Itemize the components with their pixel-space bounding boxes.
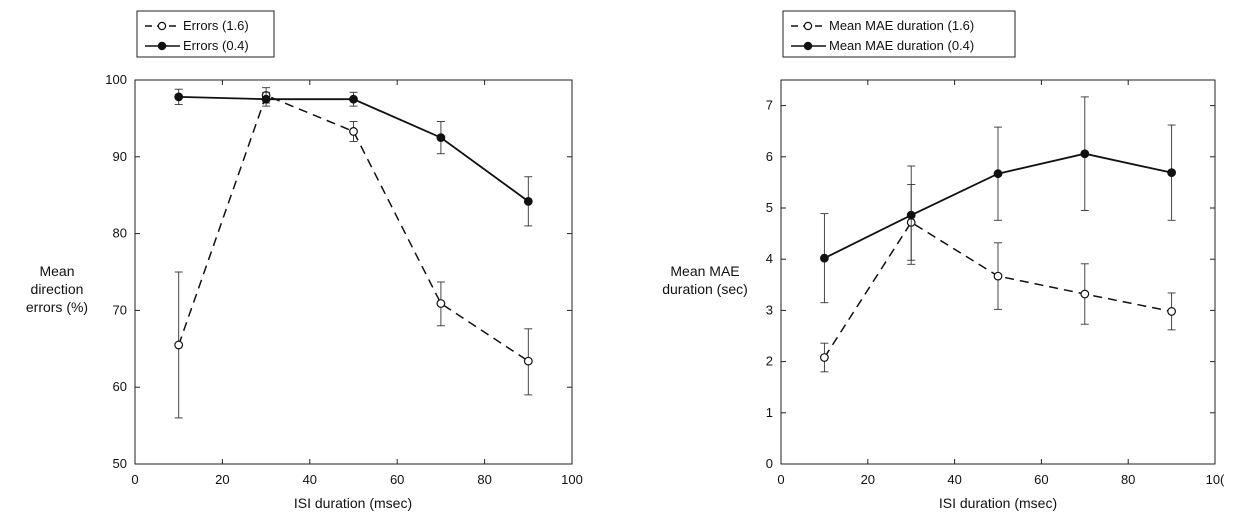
chart-right-y-tick-label: 0 xyxy=(766,456,773,471)
chart-left-series-1-point xyxy=(436,299,446,308)
chart-right-y-tick-label: 4 xyxy=(766,251,773,266)
chart-right-y-tick-label: 7 xyxy=(766,98,773,113)
chart-left-y-tick-label: 60 xyxy=(113,379,127,394)
chart-left-series-2-point xyxy=(349,94,358,104)
chart-right-legend: Mean MAE duration (1.6) Mean MAE duratio… xyxy=(782,10,1016,58)
chart-left-x-tick-label: 100 xyxy=(561,472,583,487)
chart-left-series-2-line xyxy=(178,95,529,203)
chart-left-legend: Errors (1.6) Errors (0.4) xyxy=(136,10,275,58)
chart-left-y-tick-label: 80 xyxy=(113,226,127,241)
chart-left-series-1-point xyxy=(174,340,184,350)
chart-left-legend-label-2: Errors (0.4) xyxy=(183,38,249,53)
chart-left-y-tick-label: 50 xyxy=(113,456,127,471)
chart-left-x-tick-label: 80 xyxy=(477,472,491,487)
chart-right-x-tick-label: 10( xyxy=(1206,472,1225,487)
chart-right-x-tick-label: 40 xyxy=(947,472,961,487)
chart-left-series-2-point xyxy=(523,196,533,206)
chart-right-x-tick-label: 20 xyxy=(861,472,875,487)
chart-left-series-1-point xyxy=(523,356,533,366)
chart-left-axes: 0 20 40 60 80 100 50 60 70 80 90 100 xyxy=(105,72,583,487)
chart-right-x-axis-label: ISI duration (msec) xyxy=(939,495,1057,511)
chart-right-y-axis-label-line-1: Mean MAE xyxy=(670,263,739,279)
chart-right-series-1-point xyxy=(820,353,829,362)
chart-left-series-2-point xyxy=(261,94,271,104)
chart-left-y-tick-label: 100 xyxy=(105,72,127,87)
chart-left-y-axis-label-line-1: Mean xyxy=(39,263,74,279)
chart-right-series xyxy=(820,96,1176,373)
chart-left-series xyxy=(174,87,533,419)
chart-right-series-1-point xyxy=(1167,307,1176,316)
chart-right-y-tick-label: 1 xyxy=(766,405,773,420)
chart-left-x-axis-label: ISI duration (msec) xyxy=(294,495,412,511)
chart-right-series-2-point xyxy=(1080,149,1090,159)
chart-right-y-tick-label: 3 xyxy=(766,302,773,317)
chart-right-x-tick-label: 60 xyxy=(1034,472,1048,487)
chart-left-plot-area xyxy=(134,79,573,465)
chart-left-series-1-point xyxy=(349,127,358,136)
chart-left-legend-marker-2 xyxy=(157,41,167,51)
chart-right-series-2-point xyxy=(1167,168,1176,178)
chart-right-series-2-point xyxy=(906,210,916,220)
chart-left-y-axis-label-line-3: errors (%) xyxy=(26,299,88,315)
chart-right-x-tick-label: 0 xyxy=(777,472,784,487)
chart-right-legend-marker-1 xyxy=(803,21,813,31)
chart-right-x-tick-label: 80 xyxy=(1121,472,1135,487)
chart-left-x-tick-label: 20 xyxy=(215,472,229,487)
chart-left-y-tick-label: 90 xyxy=(113,149,127,164)
chart-left-x-tick-label: 40 xyxy=(303,472,317,487)
chart-right-plot-area xyxy=(780,79,1216,465)
chart-right-y-tick-label: 2 xyxy=(766,354,773,369)
chart-right-series-1-point xyxy=(1080,289,1090,299)
chart-left-series-1-line xyxy=(177,94,529,362)
chart-left-x-tick-label: 60 xyxy=(390,472,404,487)
chart-right-legend-label-1: Mean MAE duration (1.6) xyxy=(829,18,974,33)
chart-right-series-2-point xyxy=(820,253,829,263)
chart-right-y-axis-label-line-2: duration (sec) xyxy=(662,281,748,297)
chart-right-legend-marker-2 xyxy=(803,41,813,51)
chart-left: 0 20 40 60 80 100 50 60 70 80 90 100 ISI duration (… xyxy=(26,10,583,511)
chart-left-series-2-point xyxy=(436,133,446,143)
chart-right-legend-box xyxy=(782,10,1016,58)
chart-right-y-tick-label: 6 xyxy=(766,149,773,164)
chart-left-y-axis-label-line-2: direction xyxy=(31,281,84,297)
chart-right-series-2-point xyxy=(993,169,1003,179)
chart-left-x-tick-label: 0 xyxy=(131,472,138,487)
chart-left-legend-marker-1 xyxy=(157,21,167,31)
chart-left-y-tick-label: 70 xyxy=(113,302,127,317)
chart-right-y-tick-label: 5 xyxy=(766,200,773,215)
chart-left-legend-label-1: Errors (1.6) xyxy=(183,18,249,33)
chart-right-axes: 0 20 40 60 80 10( 0 1 2 3 4 5 6 7 xyxy=(766,80,1225,487)
chart-left-series-2-point xyxy=(174,92,184,102)
chart-right: 0 20 40 60 80 10( 0 1 2 3 4 5 6 7 ISI duration (msec)… xyxy=(662,10,1225,511)
chart-right-legend-label-2: Mean MAE duration (0.4) xyxy=(829,38,974,53)
chart-right-series-1-point xyxy=(993,271,1003,281)
